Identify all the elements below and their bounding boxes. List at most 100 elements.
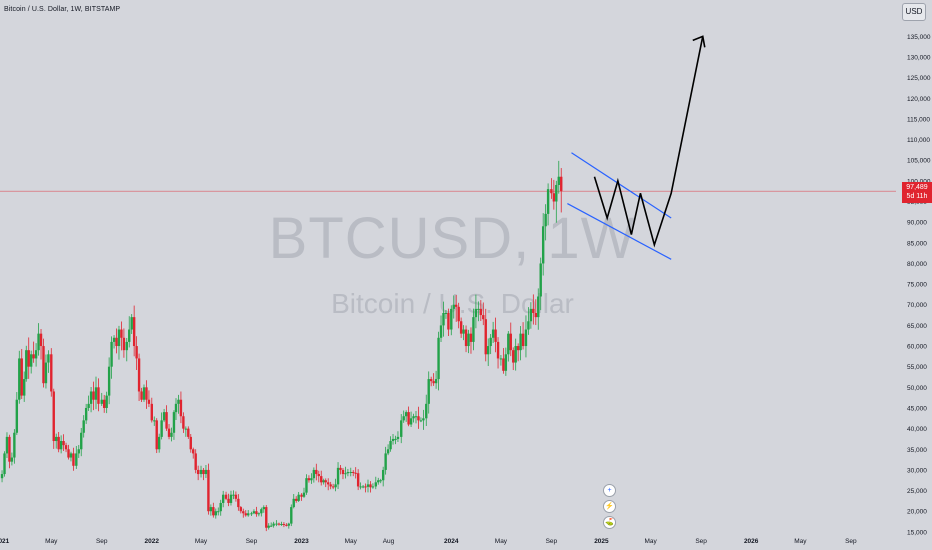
candle xyxy=(331,483,335,490)
add-event-icon[interactable]: + xyxy=(603,484,616,497)
candle xyxy=(194,449,197,474)
candle-body xyxy=(62,441,65,446)
candle-body xyxy=(27,350,30,367)
candle xyxy=(427,371,430,414)
candle-body xyxy=(130,317,133,330)
candle-body xyxy=(172,412,176,433)
candle xyxy=(317,470,320,483)
candle xyxy=(509,322,512,357)
price-tick-label: 30,000 xyxy=(907,467,927,474)
candle-body xyxy=(0,474,4,479)
candle xyxy=(39,329,43,360)
candle xyxy=(439,315,443,342)
candle-body xyxy=(89,391,93,404)
candle xyxy=(34,343,38,367)
candle xyxy=(419,417,423,423)
candle-body xyxy=(412,416,415,419)
candle xyxy=(377,477,380,485)
candle xyxy=(97,378,100,412)
candle xyxy=(539,257,542,311)
candle xyxy=(135,336,138,370)
candle xyxy=(546,183,550,226)
candle-body xyxy=(504,354,508,371)
candle-body xyxy=(150,403,153,421)
candle-body xyxy=(437,337,440,380)
candle xyxy=(20,348,23,399)
candle xyxy=(527,307,530,335)
candle xyxy=(290,504,293,527)
candle-body xyxy=(491,329,495,338)
candle-body xyxy=(302,492,306,497)
candle-body xyxy=(487,346,490,355)
candle xyxy=(27,337,30,379)
candle xyxy=(117,325,121,360)
candle-body xyxy=(100,399,103,404)
candle-body xyxy=(97,387,100,404)
candle xyxy=(529,302,533,329)
candle xyxy=(396,431,400,443)
candle-body xyxy=(509,333,512,351)
candle-body xyxy=(244,513,247,516)
candle-body xyxy=(227,498,230,503)
time-tick-label: Sep xyxy=(546,538,558,545)
candle-body xyxy=(32,354,35,359)
candle-body xyxy=(182,416,185,429)
flag-event-icon[interactable]: ⛳ xyxy=(603,516,616,529)
candle-body xyxy=(77,449,80,454)
candle xyxy=(277,522,281,526)
candle xyxy=(349,467,352,477)
candle-body xyxy=(50,354,53,392)
candle-body xyxy=(455,304,458,307)
candle xyxy=(172,410,176,440)
time-axis[interactable]: 2021 May Sep 2022 May Sep 2023 May Aug 2024 May Sep… xyxy=(0,538,857,545)
symbol-title[interactable]: Bitcoin / U.S. Dollar, 1W, BITSTAMP xyxy=(4,6,121,13)
candle xyxy=(282,522,286,528)
candle xyxy=(442,301,445,337)
candle-body xyxy=(369,484,372,488)
candle xyxy=(472,308,475,351)
price-tick-label: 85,000 xyxy=(907,240,927,247)
candle-body xyxy=(494,329,497,342)
price-tick-label: 45,000 xyxy=(907,405,927,412)
candle xyxy=(224,491,228,501)
candle xyxy=(212,502,215,518)
candle-body xyxy=(371,486,375,488)
candle-body xyxy=(237,498,240,508)
candle xyxy=(107,357,111,405)
candle-body xyxy=(165,412,168,429)
currency-button[interactable]: USD xyxy=(902,3,926,21)
candle xyxy=(469,327,473,354)
candle-body xyxy=(25,350,28,380)
price-tick-label: 15,000 xyxy=(907,529,927,536)
candle xyxy=(232,490,235,500)
candle-body xyxy=(334,484,337,488)
candle-body xyxy=(442,313,445,326)
candle xyxy=(257,512,261,517)
flash-event-icon[interactable]: ⚡ xyxy=(603,500,616,513)
candle xyxy=(514,338,517,371)
time-tick-label: Aug xyxy=(383,538,395,545)
candle xyxy=(84,403,88,424)
candle-body xyxy=(23,379,26,396)
price-axis[interactable]: 15,000 20,000 25,000 30,000 35,000 40,000 45,0… xyxy=(896,0,932,550)
candle-body xyxy=(414,416,418,418)
candle-body xyxy=(422,418,425,421)
candle xyxy=(157,433,161,453)
candle-body xyxy=(52,391,55,442)
candlestick-series xyxy=(0,160,563,532)
candle-body xyxy=(356,473,360,487)
candle xyxy=(450,305,453,336)
candle-body xyxy=(537,296,540,318)
candle xyxy=(381,466,385,487)
time-tick-label: Sep xyxy=(96,538,108,545)
candle xyxy=(167,423,171,440)
watermark-ticker: BTCUSD, 1W xyxy=(268,206,637,271)
candle-body xyxy=(386,449,390,454)
candle xyxy=(329,481,332,490)
candle-body xyxy=(204,469,208,475)
candle-body xyxy=(425,403,428,419)
candle-body xyxy=(269,525,273,527)
candle xyxy=(400,414,403,444)
